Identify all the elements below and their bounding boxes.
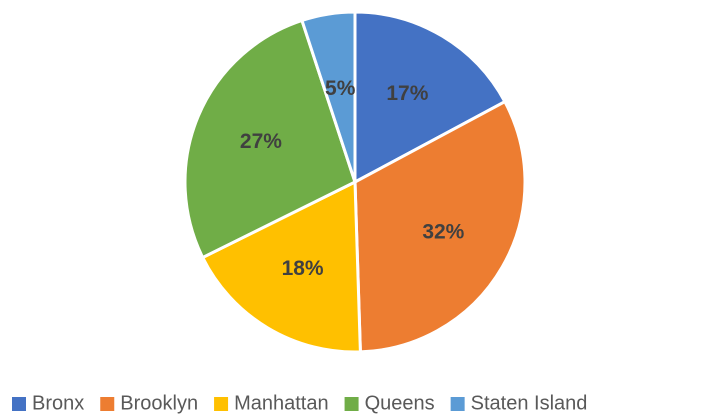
legend-label: Bronx: [32, 392, 84, 414]
legend-label: Brooklyn: [120, 392, 198, 414]
legend-label: Staten Island: [471, 392, 588, 414]
legend-label: Queens: [365, 392, 435, 414]
legend-label: Manhattan: [234, 392, 329, 414]
value-label: 32%: [422, 221, 464, 244]
legend-swatch: [12, 397, 26, 411]
value-label: 18%: [282, 257, 324, 280]
pie-slice: [200, 179, 362, 354]
legend-swatch: [214, 397, 229, 411]
legend-swatch: [450, 397, 465, 411]
value-label: 27%: [240, 130, 282, 153]
pie-slice: [183, 18, 357, 260]
value-label: 17%: [386, 82, 428, 105]
legend-swatch: [100, 397, 115, 411]
pie-slice: [300, 10, 357, 183]
value-label: 5%: [325, 77, 356, 100]
pie-slice: [353, 10, 507, 185]
legend-swatch: [344, 397, 359, 411]
pie-slice: [353, 99, 527, 354]
